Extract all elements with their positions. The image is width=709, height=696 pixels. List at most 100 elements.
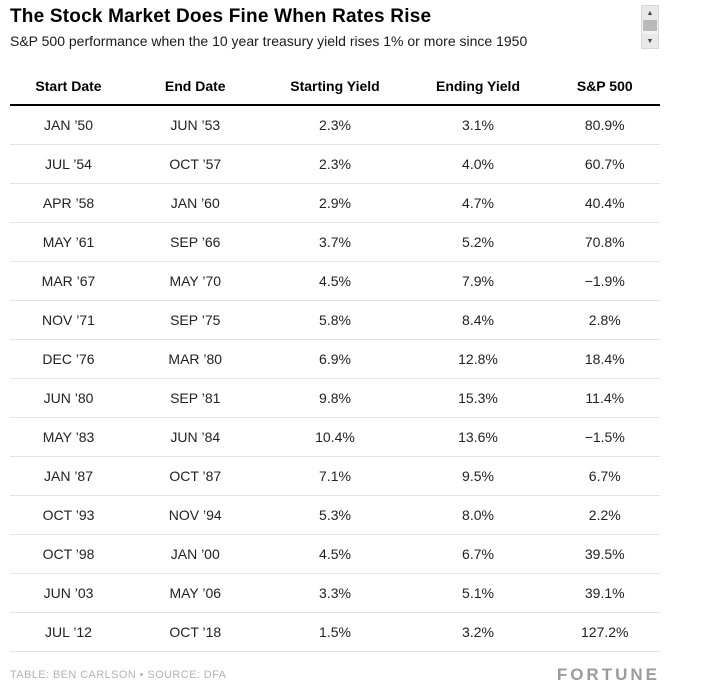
table-cell: MAY ’61 bbox=[10, 222, 127, 262]
table-cell: 3.1% bbox=[406, 105, 550, 145]
table-row: JUL ’12 OCT ’18 1.5% 3.2% 127.2% bbox=[10, 612, 660, 652]
table-cell: 2.2% bbox=[549, 495, 660, 535]
table-cell: 40.4% bbox=[549, 183, 660, 223]
table-cell: NOV ’71 bbox=[10, 300, 127, 340]
table-cell: MAY ’83 bbox=[10, 417, 127, 457]
column-header: Ending Yield bbox=[406, 70, 550, 106]
table-cell: 39.1% bbox=[549, 573, 660, 613]
table-cell: 60.7% bbox=[549, 144, 660, 184]
table-cell: JAN ’87 bbox=[10, 456, 127, 496]
table-row: MAY ’61 SEP ’66 3.7% 5.2% 70.8% bbox=[10, 222, 660, 262]
table-cell: 3.7% bbox=[263, 222, 407, 262]
table-cell: 12.8% bbox=[406, 339, 550, 379]
table-cell: OCT ’18 bbox=[127, 612, 264, 652]
table-cell: 13.6% bbox=[406, 417, 550, 457]
table-cell: DEC ’76 bbox=[10, 339, 127, 379]
data-table: Start Date End Date Starting Yield Ending Y… bbox=[10, 70, 660, 652]
table-cell: JUN ’80 bbox=[10, 378, 127, 418]
table-cell: JUN ’53 bbox=[127, 105, 264, 145]
table-cell: 4.5% bbox=[263, 261, 407, 301]
page-subtitle: S&P 500 performance when the 10 year tre… bbox=[10, 33, 528, 49]
table-cell: 2.9% bbox=[263, 183, 407, 223]
table-cell: 4.5% bbox=[263, 534, 407, 574]
table-row: MAR ’67 MAY ’70 4.5% 7.9% −1.9% bbox=[10, 261, 660, 301]
table-cell: −1.5% bbox=[549, 417, 660, 457]
table-cell: 10.4% bbox=[263, 417, 407, 457]
column-header: End Date bbox=[127, 70, 264, 106]
column-header: Starting Yield bbox=[263, 70, 407, 106]
table-cell: 6.7% bbox=[549, 456, 660, 496]
table-cell: MAR ’67 bbox=[10, 261, 127, 301]
table-cell: JAN ’60 bbox=[127, 183, 264, 223]
table-row: DEC ’76 MAR ’80 6.9% 12.8% 18.4% bbox=[10, 339, 660, 379]
table-cell: APR ’58 bbox=[10, 183, 127, 223]
table-cell: 1.5% bbox=[263, 612, 407, 652]
table-cell: 18.4% bbox=[549, 339, 660, 379]
scroll-up-button[interactable]: ▲ bbox=[642, 6, 658, 20]
table-cell: JAN ’50 bbox=[10, 105, 127, 145]
table-cell: JUN ’84 bbox=[127, 417, 264, 457]
table-cell: 2.3% bbox=[263, 105, 407, 145]
table-cell: 8.4% bbox=[406, 300, 550, 340]
table-credit: TABLE: BEN CARLSON • SOURCE: DFA bbox=[10, 669, 227, 681]
table-cell: SEP ’75 bbox=[127, 300, 264, 340]
fortune-logo: FORTUNE bbox=[556, 665, 660, 684]
table-cell: 3.2% bbox=[406, 612, 550, 652]
table-cell: OCT ’57 bbox=[127, 144, 264, 184]
table-cell: 127.2% bbox=[549, 612, 660, 652]
table-cell: 7.1% bbox=[263, 456, 407, 496]
scroll-down-button[interactable]: ▼ bbox=[642, 34, 658, 48]
table-cell: 11.4% bbox=[549, 378, 660, 418]
table-row: OCT ’98 JAN ’00 4.5% 6.7% 39.5% bbox=[10, 534, 660, 574]
table-cell: 80.9% bbox=[549, 105, 660, 145]
column-header: Start Date bbox=[10, 70, 127, 106]
table-row: JUN ’03 MAY ’06 3.3% 5.1% 39.1% bbox=[10, 573, 660, 613]
table-cell: 3.3% bbox=[263, 573, 407, 613]
table-cell: JUL ’12 bbox=[10, 612, 127, 652]
table-cell: OCT ’98 bbox=[10, 534, 127, 574]
footer: TABLE: BEN CARLSON • SOURCE: DFA FORTUNE bbox=[10, 665, 660, 685]
table-cell: 5.2% bbox=[406, 222, 550, 262]
table-cell: 6.7% bbox=[406, 534, 550, 574]
table-cell: MAY ’06 bbox=[127, 573, 264, 613]
table-cell: 8.0% bbox=[406, 495, 550, 535]
table-cell: 9.8% bbox=[263, 378, 407, 418]
table-cell: −1.9% bbox=[549, 261, 660, 301]
scrollbar-track[interactable] bbox=[642, 20, 658, 34]
scrollbar-thumb[interactable] bbox=[643, 20, 657, 31]
table-cell: 6.9% bbox=[263, 339, 407, 379]
table-cell: 15.3% bbox=[406, 378, 550, 418]
table-cell: 5.3% bbox=[263, 495, 407, 535]
table-cell: OCT ’93 bbox=[10, 495, 127, 535]
table-cell: 2.3% bbox=[263, 144, 407, 184]
table-cell: 4.7% bbox=[406, 183, 550, 223]
table-row: JUL ’54 OCT ’57 2.3% 4.0% 60.7% bbox=[10, 144, 660, 184]
table-row: APR ’58 JAN ’60 2.9% 4.7% 40.4% bbox=[10, 183, 660, 223]
column-header: S&P 500 bbox=[549, 70, 660, 106]
table-cell: 5.1% bbox=[406, 573, 550, 613]
table-row: OCT ’93 NOV ’94 5.3% 8.0% 2.2% bbox=[10, 495, 660, 535]
table-cell: OCT ’87 bbox=[127, 456, 264, 496]
table-cell: 9.5% bbox=[406, 456, 550, 496]
table-cell: NOV ’94 bbox=[127, 495, 264, 535]
table-row: JUN ’80 SEP ’81 9.8% 15.3% 11.4% bbox=[10, 378, 660, 418]
table-cell: 2.8% bbox=[549, 300, 660, 340]
table-row: JAN ’87 OCT ’87 7.1% 9.5% 6.7% bbox=[10, 456, 660, 496]
table-cell: 4.0% bbox=[406, 144, 550, 184]
scrollbar[interactable]: ▲ ▼ bbox=[641, 5, 659, 49]
table-row: JAN ’50 JUN ’53 2.3% 3.1% 80.9% bbox=[10, 105, 660, 145]
table-header-row: Start Date End Date Starting Yield Ending Y… bbox=[10, 70, 660, 106]
table-cell: 39.5% bbox=[549, 534, 660, 574]
chevron-down-icon: ▼ bbox=[646, 37, 654, 45]
table-row: MAY ’83 JUN ’84 10.4% 13.6% −1.5% bbox=[10, 417, 660, 457]
table-cell: 70.8% bbox=[549, 222, 660, 262]
page-title: The Stock Market Does Fine When Rates Ri… bbox=[10, 6, 432, 27]
table-cell: SEP ’66 bbox=[127, 222, 264, 262]
table-cell: MAR ’80 bbox=[127, 339, 264, 379]
chevron-up-icon: ▲ bbox=[646, 9, 654, 17]
table-cell: JUN ’03 bbox=[10, 573, 127, 613]
table-cell: MAY ’70 bbox=[127, 261, 264, 301]
table-cell: 7.9% bbox=[406, 261, 550, 301]
table-cell: JAN ’00 bbox=[127, 534, 264, 574]
